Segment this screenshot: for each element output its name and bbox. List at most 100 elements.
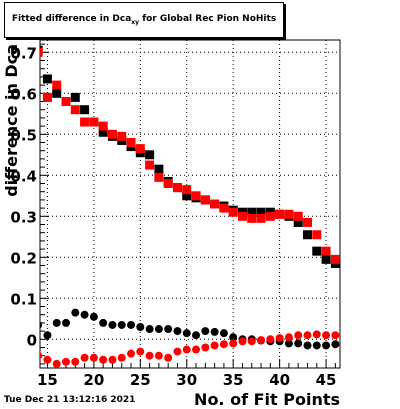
data-point-circle [219, 340, 228, 349]
data-point-square [107, 129, 117, 139]
data-point-circle [127, 349, 136, 358]
data-point-square [145, 160, 155, 170]
data-point-circle [145, 325, 154, 334]
data-point-square [191, 191, 201, 201]
plot-frame [39, 39, 341, 369]
y-tick-label: 0.1 [10, 290, 37, 308]
data-point-square [42, 74, 52, 84]
data-point-circle [117, 320, 126, 329]
data-point-circle [136, 347, 145, 356]
data-point-circle [303, 331, 312, 340]
data-point-square [284, 209, 294, 219]
data-point-circle [52, 359, 61, 368]
data-point-circle [40, 321, 43, 329]
data-point-square [154, 172, 164, 182]
data-point-circle [80, 353, 89, 362]
data-point-square [182, 185, 192, 195]
data-point-circle [201, 327, 210, 336]
data-point-square [126, 138, 136, 147]
data-point-circle [154, 325, 163, 334]
data-point-circle [80, 310, 89, 319]
data-point-square [256, 207, 266, 217]
data-point-square [210, 199, 220, 209]
data-point-square [182, 191, 192, 201]
data-point-circle [275, 334, 284, 343]
data-point-circle [164, 325, 173, 334]
data-point-circle [294, 331, 303, 340]
data-point-square [117, 131, 127, 141]
y-tick-label: 0.4 [10, 167, 37, 185]
data-point-circle [284, 333, 293, 342]
data-point-square [145, 150, 155, 160]
data-point-circle [117, 353, 126, 362]
data-point-square [219, 203, 229, 213]
data-point-circle [99, 355, 108, 364]
data-point-square [42, 92, 52, 102]
data-point-circle [303, 341, 312, 350]
data-point-circle [89, 312, 98, 321]
data-point-circle [136, 323, 145, 331]
data-point-square [40, 47, 43, 57]
data-point-square [312, 230, 322, 240]
x-tick-label: 40 [269, 371, 290, 389]
data-point-square [247, 213, 257, 223]
data-point-circle [312, 341, 321, 350]
data-point-circle [52, 318, 61, 327]
chart-title-main: Fitted difference in Dca [11, 14, 132, 25]
data-point-square [70, 92, 80, 102]
data-point-circle [89, 353, 98, 362]
y-tick-label: 0.3 [10, 208, 37, 226]
x-tick-label: 30 [176, 371, 197, 389]
data-point-square [89, 117, 99, 127]
data-point-circle [43, 331, 52, 340]
data-point-square [237, 211, 247, 221]
data-point-square [302, 217, 312, 227]
data-point-square [265, 211, 275, 221]
data-point-square [52, 80, 62, 90]
data-point-circle [192, 331, 201, 340]
data-point-square [154, 164, 164, 174]
data-point-circle [312, 330, 321, 339]
chart-title: Fitted difference in Dcaxy for Global Re… [12, 14, 276, 26]
data-point-square [293, 217, 303, 227]
date-stamp: Tue Dec 21 13:12:16 2021 [4, 395, 136, 405]
data-point-square [61, 97, 71, 106]
data-point-square [98, 121, 108, 131]
data-point-circle [71, 357, 80, 366]
data-point-circle [266, 335, 275, 344]
data-point-square [228, 207, 238, 217]
data-point-circle [192, 345, 201, 354]
y-axis-title: difference in Dca [2, 44, 21, 197]
data-point-circle [229, 339, 238, 348]
data-point-square [321, 246, 331, 256]
data-point-circle [210, 341, 219, 350]
data-point-circle [164, 353, 173, 362]
y-tick-label: 0 [27, 331, 37, 349]
chart-title-suffix: for Global Rec Pion NoHits [139, 14, 277, 25]
data-point-circle [145, 351, 154, 360]
y-tick-label: 0.7 [10, 44, 37, 62]
data-point-circle [294, 339, 303, 348]
data-point-circle [62, 357, 71, 366]
y-tick-label: 0.5 [10, 126, 37, 144]
data-point-square [163, 179, 173, 188]
data-point-square [200, 195, 210, 205]
data-point-circle [71, 308, 80, 317]
chart-title-subscript: xy [131, 18, 140, 26]
data-point-circle [182, 329, 191, 338]
data-point-square [330, 254, 340, 264]
data-point-circle [173, 327, 182, 336]
data-point-circle [40, 352, 43, 360]
data-point-circle [210, 327, 219, 336]
data-point-circle [127, 320, 136, 329]
data-point-square [302, 230, 312, 240]
data-point-square [275, 209, 285, 219]
y-tick-label: 0.6 [10, 85, 37, 103]
x-tick-label: 25 [130, 371, 151, 389]
data-point-circle [182, 345, 191, 354]
data-point-square [172, 183, 182, 193]
data-point-circle [62, 318, 71, 327]
y-tick-label: 0.2 [10, 249, 37, 267]
